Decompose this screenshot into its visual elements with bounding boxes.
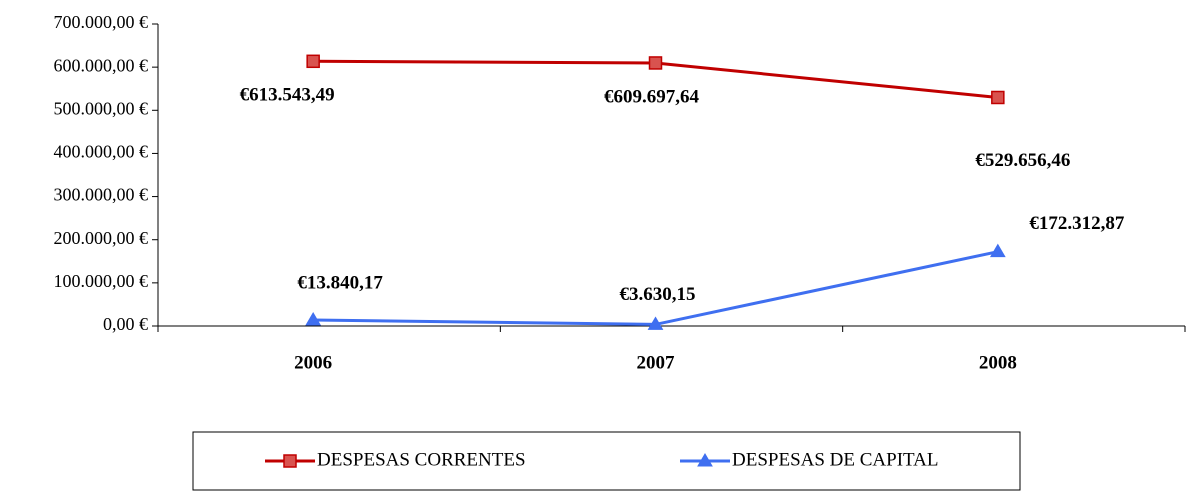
y-tick-label: 700.000,00 € [54, 12, 149, 32]
marker [648, 56, 663, 70]
data-label: €13.840,17 [297, 272, 383, 293]
y-tick-label: 200.000,00 € [54, 228, 149, 248]
data-label: €172.312,87 [1029, 213, 1125, 234]
data-label: €529.656,46 [975, 150, 1070, 171]
x-tick-label: 2007 [637, 352, 676, 373]
legend-box [192, 431, 1021, 491]
y-tick-label: 300.000,00 € [54, 185, 149, 205]
marker [991, 90, 1005, 105]
x-tick-label: 2006 [294, 352, 332, 373]
y-tick-label: 100.000,00 € [54, 271, 149, 291]
x-tick-label: 2008 [979, 352, 1017, 373]
y-tick-label: 400.000,00 € [54, 142, 149, 162]
marker [647, 316, 664, 330]
marker [306, 54, 320, 69]
marker [989, 243, 1006, 258]
data-label: €3.630,15 [620, 284, 696, 305]
legend-label: DESPESAS CORRENTES [317, 449, 526, 470]
data-label: €613.543,49 [240, 85, 335, 106]
marker [305, 312, 322, 326]
legend-label: DESPESAS DE CAPITAL [732, 449, 938, 470]
y-tick-label: 500.000,00 € [54, 98, 149, 118]
legend-marker [697, 453, 713, 467]
y-tick-label: 600.000,00 € [54, 55, 149, 75]
data-label: €609.697,64 [604, 86, 700, 107]
y-tick-label: 0,00 € [103, 314, 148, 334]
legend-marker [283, 454, 297, 468]
